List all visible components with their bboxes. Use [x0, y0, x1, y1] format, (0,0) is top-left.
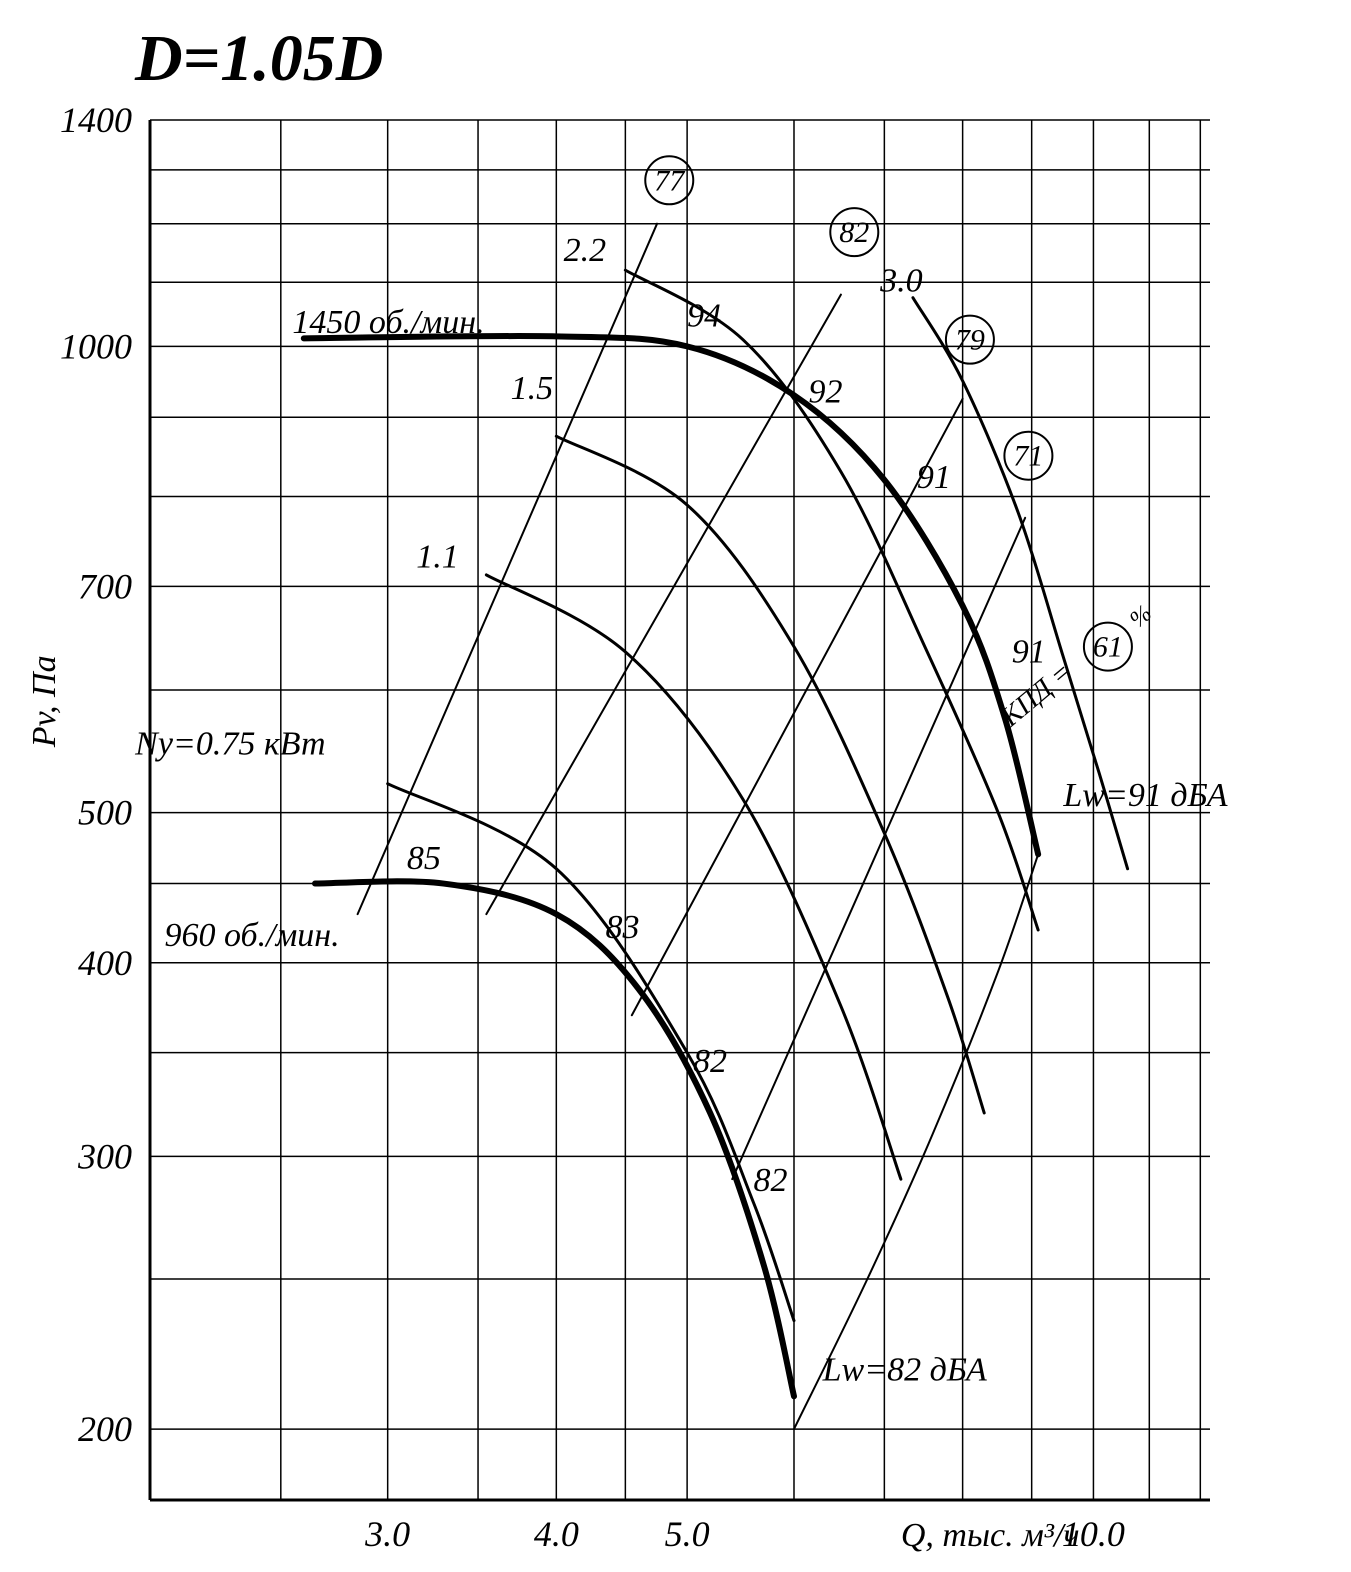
- efficiency-value: 82: [839, 216, 869, 249]
- inline-label: Lw=91 дБА: [1062, 777, 1227, 814]
- inline-label: 91: [917, 459, 951, 496]
- chart-title: D=1.05D: [134, 22, 383, 95]
- inline-label: 82: [754, 1162, 788, 1199]
- power-label: 1.1: [416, 538, 459, 575]
- efficiency-value: 71: [1013, 440, 1043, 473]
- fan-performance-chart: 3.04.05.010.020030040050070010001400Q, т…: [0, 0, 1351, 1572]
- x-tick: 4.0: [534, 1514, 579, 1554]
- inline-label: 83: [605, 909, 639, 946]
- inline-label: 91: [1012, 634, 1046, 671]
- inline-label: Lw=82 дБА: [822, 1351, 987, 1388]
- x-tick: 3.0: [364, 1514, 410, 1554]
- inline-label: 1450 об./мин.: [292, 304, 484, 341]
- inline-label: 960 об./мин.: [164, 917, 339, 954]
- y-tick: 400: [78, 943, 132, 983]
- y-axis-label: Pv, Па: [26, 655, 63, 748]
- power-label: 2.2: [564, 232, 607, 269]
- y-tick: 700: [78, 566, 132, 606]
- efficiency-value: 79: [955, 324, 985, 357]
- x-axis-label: Q, тыс. м³/ч: [901, 1517, 1080, 1554]
- efficiency-value: 61: [1093, 631, 1123, 664]
- inline-label: 82: [693, 1043, 727, 1080]
- power-label: Ny=0.75 кВт: [134, 726, 325, 763]
- y-tick: 500: [78, 793, 132, 833]
- inline-label: 92: [808, 373, 842, 410]
- x-tick: 5.0: [665, 1514, 710, 1554]
- y-tick: 1000: [60, 326, 132, 366]
- power-label: 3.0: [879, 262, 923, 299]
- inline-label: 85: [407, 840, 441, 877]
- inline-label: 94: [687, 297, 721, 334]
- efficiency-value: 77: [654, 164, 686, 197]
- power-label: 1.5: [511, 370, 553, 407]
- y-tick: 300: [77, 1136, 132, 1176]
- y-tick: 1400: [60, 100, 132, 140]
- y-tick: 200: [78, 1409, 132, 1449]
